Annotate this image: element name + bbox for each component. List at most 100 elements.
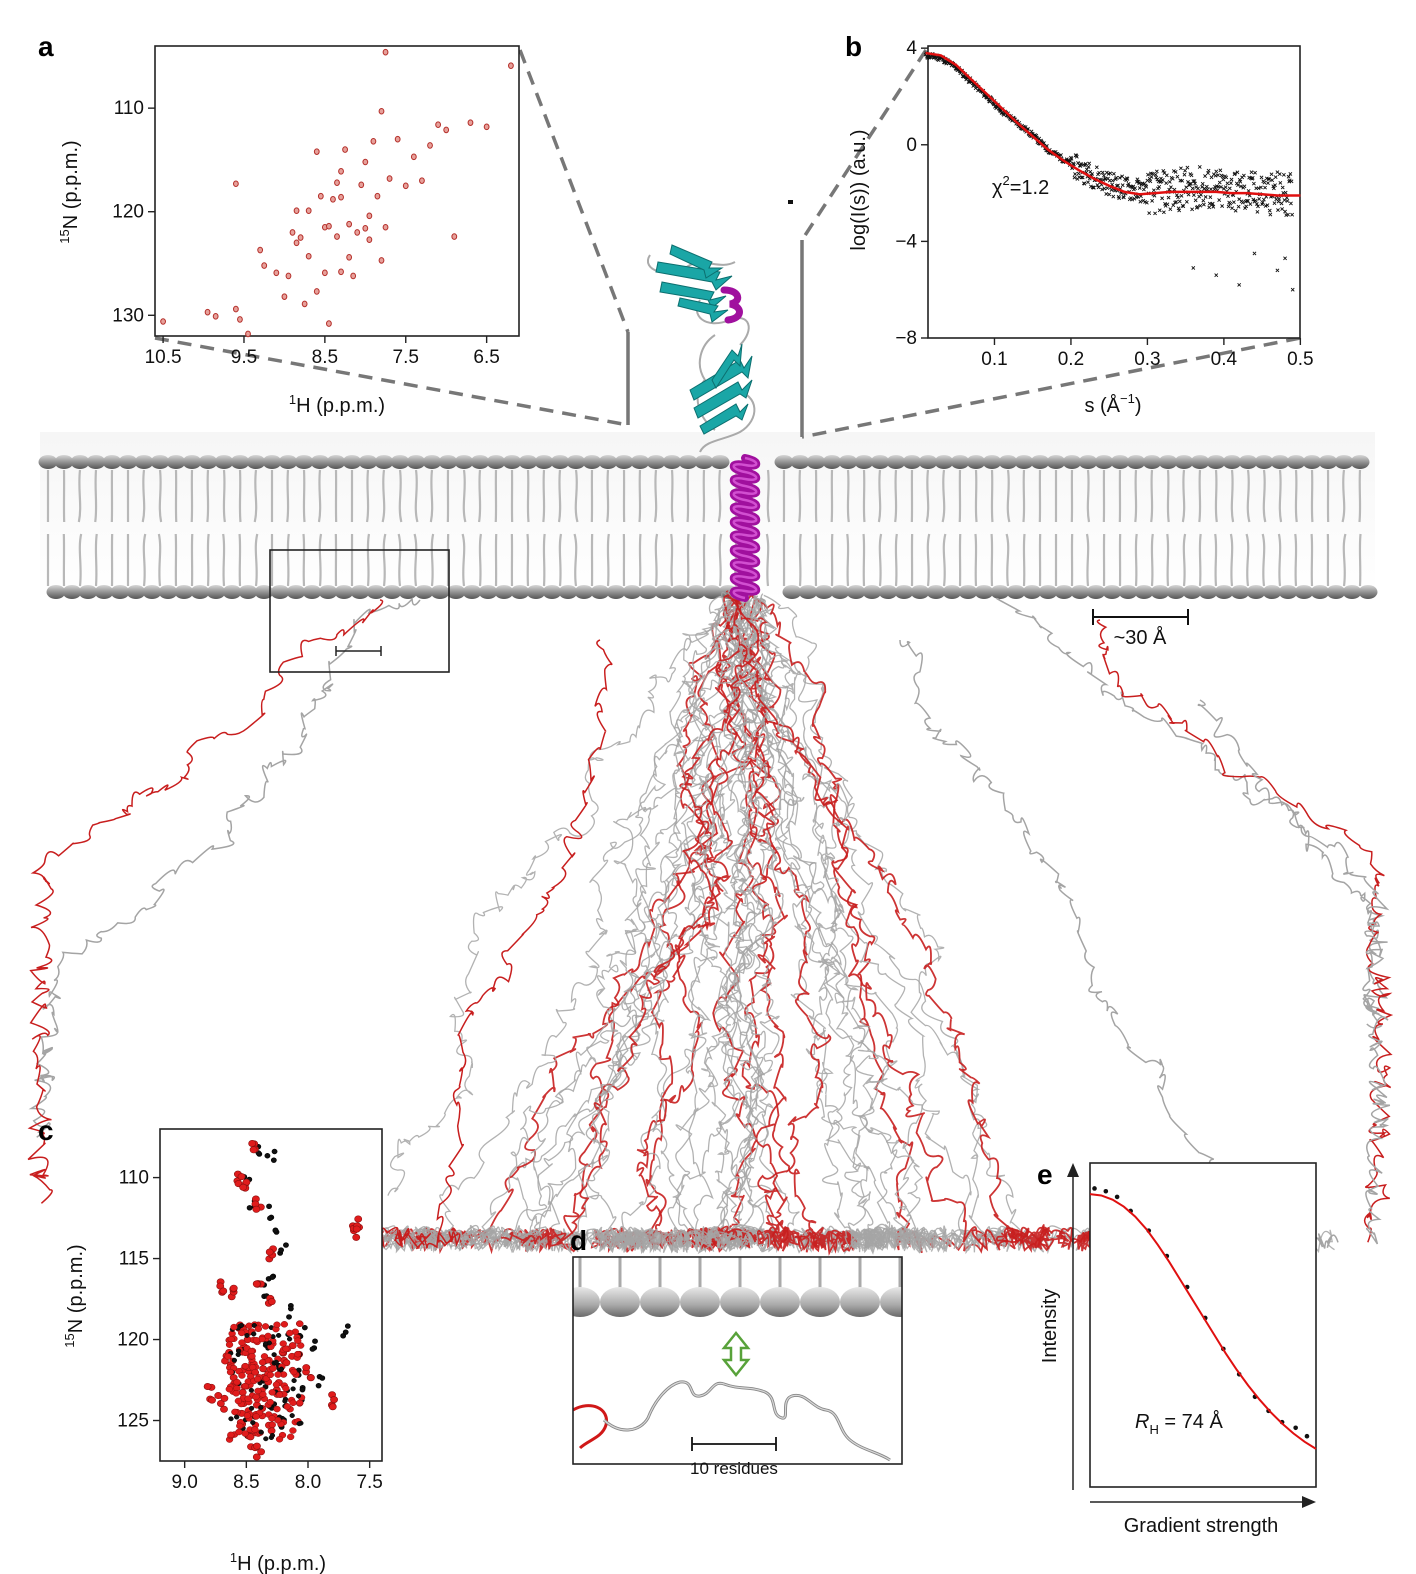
saxs-point [1091, 185, 1096, 190]
nmr-peak [285, 272, 292, 280]
lipid-head [142, 585, 162, 599]
nmr-peak [268, 1415, 276, 1422]
tick-label: 10.5 [145, 347, 182, 368]
lipid-head [558, 585, 578, 599]
saxs-point [1207, 205, 1212, 210]
panel-a: 10.5 9.5 8.5 7.5 6.5 110 120 130 a 1H (p.p.m.)… [38, 31, 520, 417]
lipid-head [462, 585, 482, 599]
lipid-tail [141, 469, 146, 523]
lipid-tail [253, 469, 258, 523]
lipid-tail [1262, 469, 1267, 523]
lipid-head [1222, 455, 1242, 469]
lipid-head [510, 585, 530, 599]
lipid-head [1246, 585, 1266, 599]
saxs-point [1086, 164, 1091, 169]
lipid-tails [46, 469, 1362, 587]
lipid-tail [398, 469, 403, 523]
chain-red [728, 598, 1147, 1254]
diffusion-point [1092, 1186, 1097, 1191]
lipid-head [846, 585, 866, 599]
nmr-peak [224, 1353, 232, 1360]
lipid-head [630, 455, 650, 469]
nmr-peak [286, 1329, 294, 1337]
chain-grey [1197, 699, 1391, 1245]
lipid-tail [413, 533, 418, 587]
lipid-tail [1150, 469, 1154, 523]
saxs-point [1136, 194, 1140, 199]
lipid-head [582, 455, 602, 469]
lipid-tail [1294, 533, 1298, 587]
lipid-head [174, 585, 194, 599]
saxs-point [1144, 184, 1149, 189]
saxs-point [1270, 178, 1275, 183]
lipid-head [1150, 585, 1170, 599]
nmr-peak [204, 308, 211, 316]
lipid-head [158, 585, 178, 599]
saxs-point [1278, 180, 1283, 185]
chain-grey [568, 597, 734, 1255]
nmr-peak [451, 233, 458, 240]
nmr-peak [227, 1335, 235, 1343]
lipid-head [494, 585, 514, 599]
lipid-head [600, 1287, 640, 1317]
saxs-point [1218, 168, 1223, 173]
saxs-point [976, 88, 980, 93]
saxs-point [1079, 175, 1084, 180]
saxs-point [1177, 199, 1182, 204]
nmr-peak [261, 1323, 270, 1330]
lipid-head [374, 455, 394, 469]
lipid-tail [765, 533, 770, 587]
tick-label: 8.5 [233, 1472, 259, 1493]
lipid-head [358, 455, 378, 469]
nmr-peak [344, 1323, 351, 1329]
nmr-peak [268, 1389, 276, 1396]
saxs-point [1214, 169, 1219, 174]
nmr-peak [317, 192, 324, 200]
lipid-head [870, 455, 890, 469]
panel-e-label: e [1037, 1159, 1053, 1190]
lipid-head [1078, 455, 1098, 469]
nmr-peak [354, 1215, 363, 1223]
saxs-point [1228, 201, 1233, 206]
nmr-peak [251, 1331, 257, 1337]
saxs-point [1125, 176, 1130, 181]
lipid-head [382, 585, 402, 599]
saxs-point [1280, 207, 1285, 211]
lipid-tail [238, 469, 242, 523]
nmr-peak [212, 313, 219, 320]
lipid-tail [894, 533, 898, 587]
nmr-peak [220, 1405, 228, 1413]
saxs-point [1183, 168, 1187, 173]
panel-d-label: d [570, 1225, 587, 1256]
lipid-tail [461, 533, 466, 587]
saxs-point [1252, 251, 1257, 256]
lipid-head [1030, 455, 1050, 469]
lipid-tail [381, 469, 386, 523]
lipid-head [1158, 455, 1178, 469]
lipid-head [1278, 585, 1298, 599]
saxs-point [1080, 175, 1085, 180]
saxs-point [1109, 187, 1114, 192]
nmr-peak [287, 1433, 295, 1441]
nmr-peak [267, 1215, 273, 1221]
lipid-head [686, 585, 706, 599]
saxs-point [1246, 199, 1250, 203]
lipid-tail [653, 469, 658, 523]
lipid-head [46, 585, 66, 599]
saxs-point [1189, 173, 1194, 178]
nmr-peak [269, 1365, 277, 1372]
tick-label: 0.5 [1287, 349, 1313, 370]
saxs-point [1152, 193, 1157, 198]
lipid-tail [206, 469, 210, 523]
nmr-peak [346, 220, 353, 228]
nmr-peak [305, 252, 312, 260]
lipid-head [800, 1287, 840, 1317]
nmr-peak [293, 239, 300, 247]
saxs-point [1107, 192, 1112, 197]
nmr-peak [259, 1391, 267, 1398]
nmr-peak [265, 1248, 274, 1256]
lipid-head [166, 455, 186, 469]
lipid-head [118, 455, 138, 469]
saxs-point [1225, 181, 1230, 186]
panel-d-double-arrow [721, 1330, 751, 1378]
